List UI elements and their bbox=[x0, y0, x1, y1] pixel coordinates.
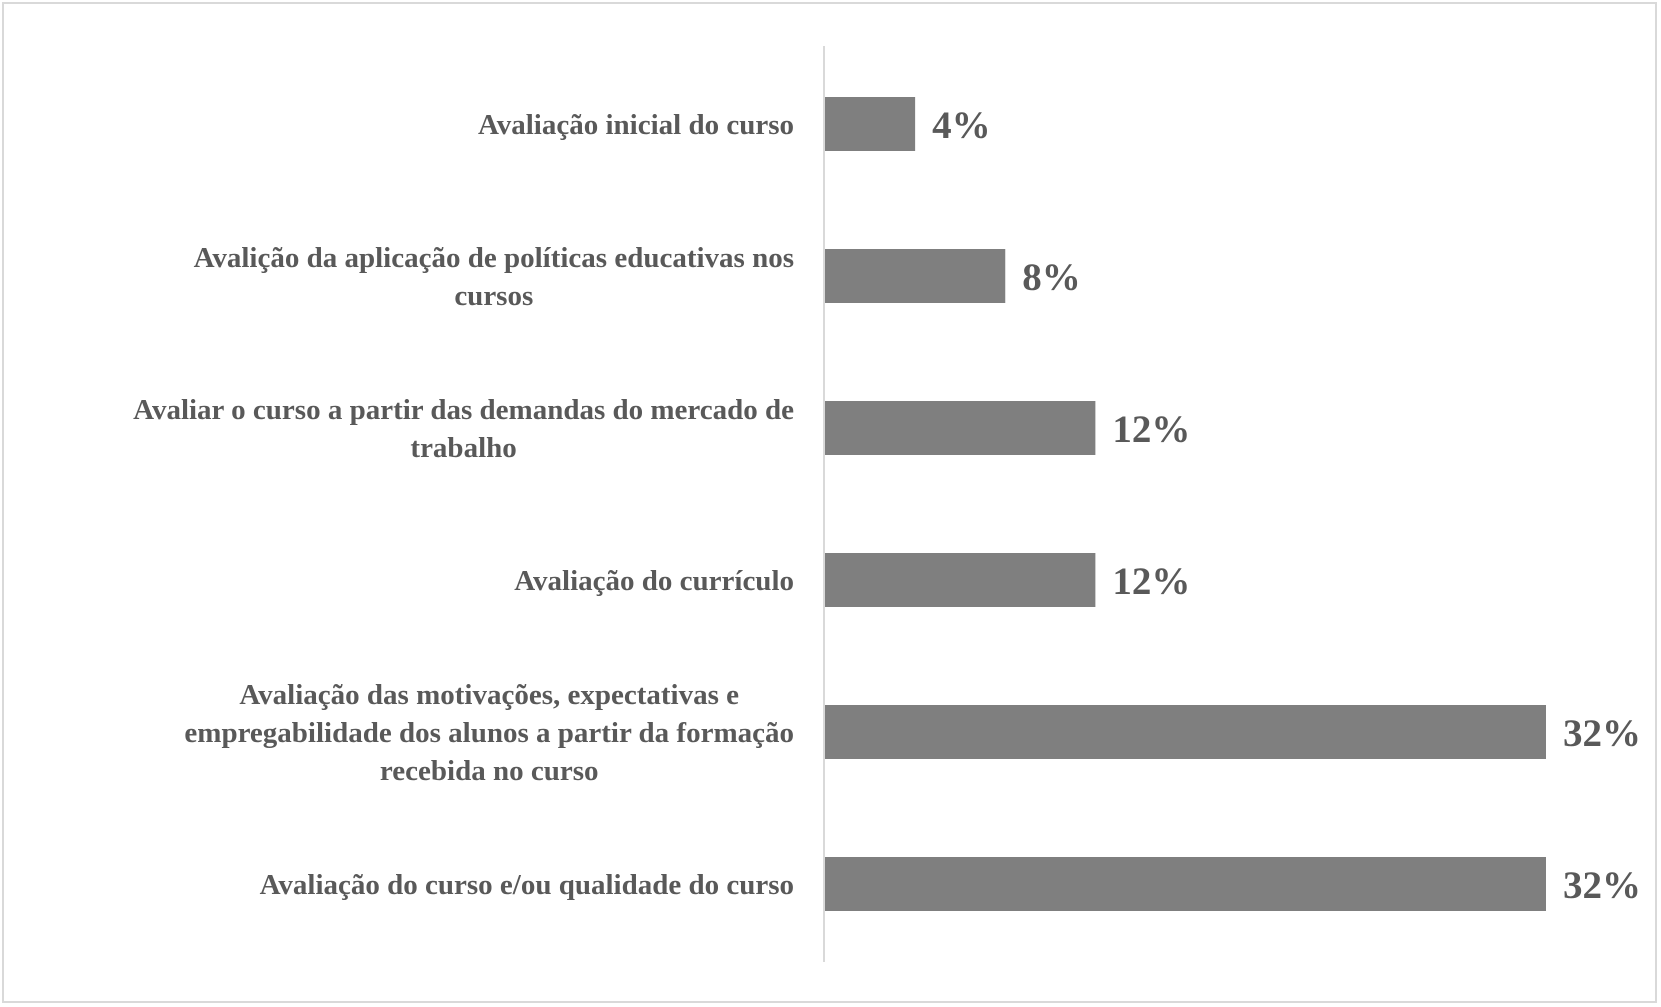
category-label-line: Avaliação das motivações, expectativas e bbox=[239, 679, 739, 711]
bar bbox=[825, 857, 1546, 911]
data-label: 12% bbox=[1112, 408, 1190, 451]
category-label-line: Avaliar o curso a partir das demandas do… bbox=[133, 394, 794, 426]
bar bbox=[825, 705, 1546, 759]
data-label: 32% bbox=[1563, 712, 1641, 755]
category-label: Avaliação inicial do curso bbox=[478, 109, 794, 141]
category-label-line: Avaliação do currículo bbox=[514, 565, 794, 597]
category-label-line: trabalho bbox=[410, 432, 516, 464]
category-label-line: Avaliação inicial do curso bbox=[478, 109, 794, 141]
data-label: 8% bbox=[1022, 256, 1081, 299]
category-label: Avaliar o curso a partir das demandas do… bbox=[133, 394, 794, 464]
category-label-line: cursos bbox=[454, 280, 533, 312]
bar bbox=[825, 401, 1096, 455]
bar bbox=[825, 249, 1006, 303]
category-label-line: empregabilidade dos alunos a partir da f… bbox=[184, 717, 794, 749]
category-label: Avaliação das motivações, expectativas e… bbox=[184, 679, 794, 787]
bar bbox=[825, 97, 916, 151]
data-label: 32% bbox=[1563, 864, 1641, 907]
category-label-line: recebida no curso bbox=[380, 755, 599, 787]
category-label-line: Avaliação do curso e/ou qualidade do cur… bbox=[260, 869, 794, 901]
data-label: 4% bbox=[932, 104, 991, 147]
category-label: Avalição da aplicação de políticas educa… bbox=[194, 242, 794, 312]
data-label: 12% bbox=[1112, 560, 1190, 603]
category-label: Avaliação do curso e/ou qualidade do cur… bbox=[260, 869, 794, 901]
category-label-line: Avalição da aplicação de políticas educa… bbox=[194, 242, 794, 274]
bar bbox=[825, 553, 1096, 607]
category-label: Avaliação do currículo bbox=[514, 565, 794, 597]
